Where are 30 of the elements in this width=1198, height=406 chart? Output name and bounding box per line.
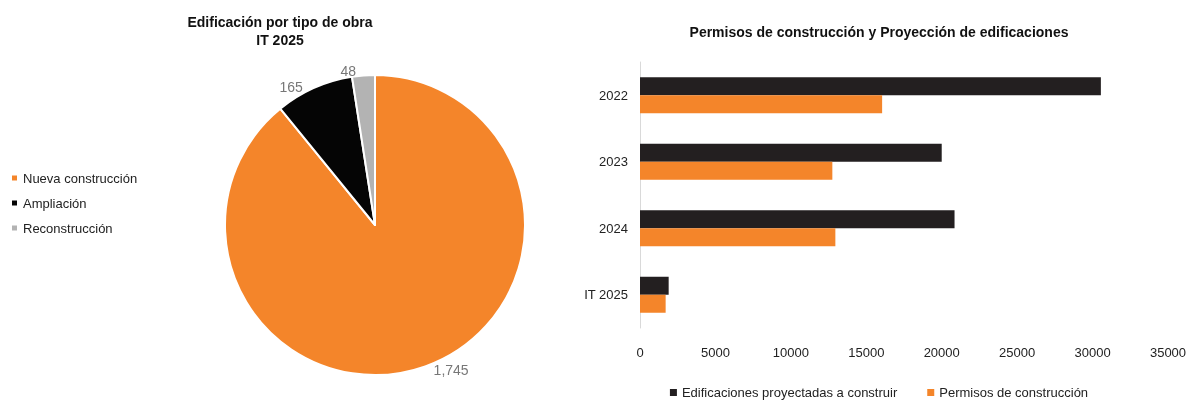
y-tick-label: 2023 [599,154,628,170]
bar [640,77,1101,96]
x-tick-label: 15000 [848,345,885,360]
x-tick-label: 10000 [772,345,809,360]
y-tick-label: IT 2025 [584,287,628,303]
bar [640,276,669,295]
bar [640,210,955,229]
x-tick-label: 20000 [923,345,960,360]
x-tick-label: 0 [636,345,644,360]
bar [640,95,883,114]
y-tick-label: 2024 [599,220,628,236]
chart-title: Edificación por tipo de obra IT 2025 [187,14,373,48]
data-label: 165 [279,79,304,96]
bar [640,143,942,162]
x-tick-label: 25000 [999,345,1036,360]
legend-label: Permisos de construcción [939,385,1089,400]
x-tick-label: 5000 [700,345,730,360]
bar [640,294,666,313]
x-tick-label: 35000 [1149,345,1187,360]
legend-label: Edificaciones proyectadas a construir [681,385,898,400]
data-label: 48 [340,63,357,80]
legend-label: Ampliación [23,195,87,211]
bar [640,161,833,180]
legend-label: Nueva construcción [23,170,138,186]
chart-title: Permisos de construcción y Proyección de edificaciones [689,24,1069,40]
y-tick-label: 2022 [599,87,628,103]
data-label: 1,745 [433,362,469,379]
bar [640,228,836,247]
legend-label: Reconstrucción [23,220,113,236]
x-tick-label: 30000 [1074,345,1111,360]
